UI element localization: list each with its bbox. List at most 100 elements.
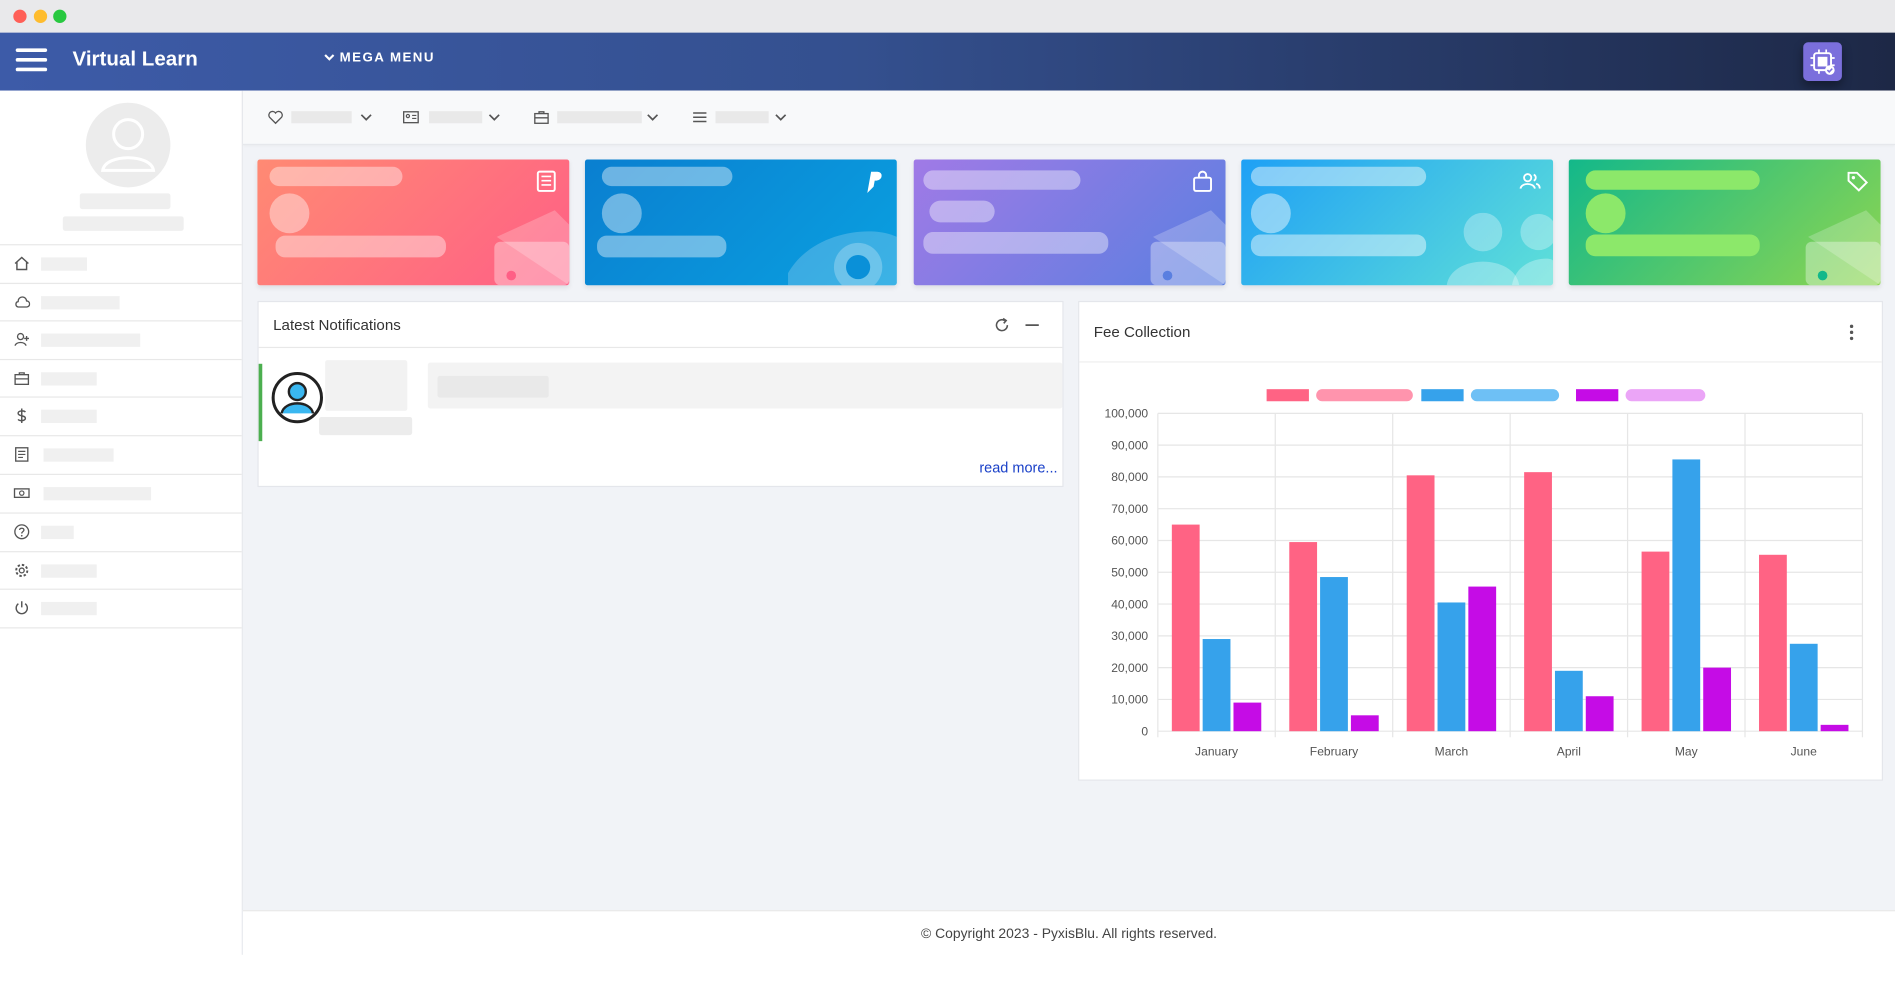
sidebar-item-work[interactable] (0, 358, 242, 398)
chart-bar[interactable] (1672, 459, 1701, 732)
window-titlebar (0, 0, 1895, 33)
footer: © Copyright 2023 - PyxisBlu. All rights … (242, 910, 1895, 957)
chart-bar[interactable] (1789, 643, 1818, 732)
x-tick-label: January (1195, 744, 1239, 758)
sidebar-item-courses[interactable] (0, 435, 242, 474)
read-more-link[interactable]: read more... (979, 459, 1058, 477)
menu-item-favorites[interactable] (267, 109, 373, 126)
stat-card-1[interactable] (257, 159, 570, 286)
stat-card-2[interactable] (584, 159, 897, 286)
chart-bar[interactable] (1554, 670, 1583, 732)
menu-item-profile[interactable] (402, 109, 504, 126)
shopping-bag-icon (1193, 170, 1212, 192)
refresh-icon[interactable] (993, 317, 1010, 334)
wallet-illustration (1150, 210, 1226, 286)
x-tick-label: February (1310, 744, 1359, 758)
window-minimize-button[interactable] (33, 9, 48, 23)
avatar[interactable] (85, 102, 171, 188)
wallet-illustration (494, 210, 570, 286)
chart-bar[interactable] (1171, 524, 1200, 732)
sidebar-item-logout[interactable] (0, 588, 242, 629)
chevron-down-icon (647, 114, 659, 121)
sidebar (0, 90, 243, 955)
legend-swatch[interactable] (1266, 389, 1309, 402)
sidebar-item-users[interactable] (0, 320, 242, 359)
y-tick-label: 40,000 (1111, 597, 1148, 611)
chart-bar[interactable] (1320, 577, 1348, 732)
paypal-icon (867, 171, 882, 193)
dollar-icon (17, 408, 27, 424)
sidebar-item-cloud[interactable] (0, 282, 242, 322)
stat-card-4[interactable] (1241, 159, 1554, 286)
chart-bar[interactable] (1350, 715, 1379, 732)
stat-card-5[interactable] (1568, 159, 1881, 286)
chart-bar[interactable] (1641, 551, 1670, 732)
y-tick-label: 20,000 (1111, 661, 1148, 675)
tag-icon (1847, 171, 1869, 192)
y-tick-label: 70,000 (1111, 502, 1148, 516)
power-icon (15, 601, 29, 615)
list-icon (693, 112, 707, 123)
chevron-down-icon (324, 54, 335, 61)
briefcase-icon (14, 372, 30, 385)
help-icon (14, 524, 30, 540)
window-close-button[interactable] (13, 9, 27, 23)
money-icon (13, 488, 30, 499)
legend-label[interactable] (1625, 389, 1706, 402)
more-vertical-icon[interactable] (1843, 323, 1860, 342)
notification-author-placeholder (319, 416, 413, 436)
chart-bar[interactable] (1585, 696, 1614, 732)
sidebar-item-help[interactable] (0, 512, 242, 551)
mega-menu-label: MEGA MENU (339, 50, 435, 66)
chart-bar[interactable] (1524, 472, 1552, 732)
legend-swatch[interactable] (1421, 389, 1464, 402)
users-icon (1519, 173, 1541, 189)
menu-item-work[interactable] (533, 109, 661, 126)
chart-bar[interactable] (1759, 554, 1787, 732)
book-icon (15, 447, 29, 462)
chart-bar[interactable] (1703, 667, 1732, 732)
gear-icon (15, 563, 29, 577)
chart-bar[interactable] (1289, 542, 1318, 732)
chart-bar[interactable] (1468, 586, 1497, 732)
y-tick-label: 60,000 (1111, 534, 1148, 548)
y-tick-label: 90,000 (1111, 438, 1148, 452)
minus-icon[interactable] (1024, 317, 1041, 334)
legend-label[interactable] (1470, 389, 1560, 402)
fee-collection-title: Fee Collection (1093, 323, 1191, 341)
sidebar-item-settings[interactable] (0, 551, 242, 590)
menu-item-more[interactable] (691, 109, 790, 126)
x-tick-label: May (1675, 744, 1699, 758)
chart-bar[interactable] (1820, 724, 1849, 732)
sidebar-item-payments[interactable] (0, 473, 242, 513)
brand-title: Virtual Learn (72, 47, 198, 71)
stat-card-3[interactable] (913, 159, 1226, 286)
fee-collection-chart: 100,000 90,000 80,000 70,000 60,000 50,000 40,… (1104, 389, 1864, 758)
legend-label[interactable] (1316, 389, 1413, 402)
legend-swatch[interactable] (1576, 389, 1619, 402)
document-icon (536, 170, 556, 192)
secondary-menu-bar (242, 90, 1895, 146)
x-tick-label: April (1557, 744, 1581, 758)
users-illustration (1446, 212, 1554, 286)
chevron-down-icon (360, 114, 372, 121)
heart-icon (268, 110, 283, 125)
window-maximize-button[interactable] (53, 9, 67, 23)
sidebar-item-fees[interactable] (0, 396, 242, 435)
cloud-icon (15, 296, 31, 308)
notifications-panel: Latest Notifications read more... (257, 300, 1064, 488)
sidebar-item-home[interactable] (0, 244, 242, 283)
chart-bar[interactable] (1202, 639, 1231, 732)
id-card-icon (403, 111, 419, 124)
mega-menu-button[interactable]: MEGA MENU (324, 50, 435, 66)
chart-bar[interactable] (1437, 602, 1466, 732)
chevron-down-icon (775, 114, 787, 121)
wallet-illustration (1805, 210, 1881, 286)
briefcase-icon (534, 111, 549, 124)
chart-bar[interactable] (1406, 475, 1435, 732)
hamburger-icon[interactable] (15, 48, 48, 72)
main-content: Latest Notifications read more... Fee Co… (242, 90, 1895, 955)
app-badge-icon[interactable] (1803, 42, 1842, 81)
chart-bar[interactable] (1233, 702, 1262, 732)
notifications-title: Latest Notifications (273, 316, 401, 334)
